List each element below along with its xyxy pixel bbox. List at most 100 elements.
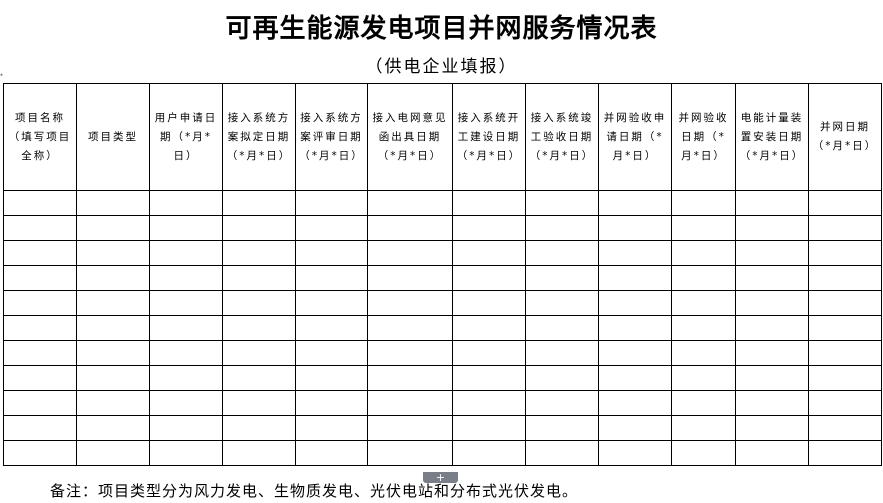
table-cell[interactable] — [367, 215, 453, 241]
table-cell[interactable] — [3, 340, 77, 366]
table-cell[interactable] — [367, 340, 453, 366]
table-cell[interactable] — [367, 390, 453, 416]
table-cell[interactable] — [598, 340, 672, 366]
table-cell[interactable] — [452, 390, 526, 416]
table-cell[interactable] — [671, 265, 736, 291]
table-cell[interactable] — [295, 240, 368, 266]
table-cell[interactable] — [149, 290, 223, 316]
table-cell[interactable] — [149, 390, 223, 416]
table-cell[interactable] — [76, 390, 150, 416]
table-cell[interactable] — [367, 415, 453, 441]
table-cell[interactable] — [76, 315, 150, 341]
table-cell[interactable] — [452, 315, 526, 341]
table-cell[interactable] — [3, 415, 77, 441]
table-cell[interactable] — [295, 265, 368, 291]
table-cell[interactable] — [735, 415, 809, 441]
table-cell[interactable] — [76, 290, 150, 316]
table-cell[interactable] — [671, 340, 736, 366]
table-cell[interactable] — [295, 215, 368, 241]
table-cell[interactable] — [671, 315, 736, 341]
table-cell[interactable] — [76, 365, 150, 391]
table-cell[interactable] — [735, 365, 809, 391]
table-cell[interactable] — [525, 365, 599, 391]
table-cell[interactable] — [598, 415, 672, 441]
table-cell[interactable] — [598, 390, 672, 416]
table-cell[interactable] — [3, 265, 77, 291]
table-cell[interactable] — [3, 240, 77, 266]
table-cell[interactable] — [295, 440, 368, 466]
table-cell[interactable] — [367, 365, 453, 391]
table-cell[interactable] — [735, 240, 809, 266]
table-cell[interactable] — [671, 415, 736, 441]
table-cell[interactable] — [222, 290, 296, 316]
table-cell[interactable] — [735, 215, 809, 241]
table-cell[interactable] — [76, 340, 150, 366]
table-cell[interactable] — [367, 290, 453, 316]
table-cell[interactable] — [735, 290, 809, 316]
table-cell[interactable] — [367, 240, 453, 266]
table-cell[interactable] — [525, 415, 599, 441]
table-cell[interactable] — [3, 365, 77, 391]
table-cell[interactable] — [525, 440, 599, 466]
table-cell[interactable] — [222, 340, 296, 366]
table-cell[interactable] — [525, 190, 599, 216]
table-cell[interactable] — [76, 415, 150, 441]
table-cell[interactable] — [222, 365, 296, 391]
table-cell[interactable] — [735, 315, 809, 341]
table-cell[interactable] — [671, 365, 736, 391]
table-cell[interactable] — [76, 240, 150, 266]
table-cell[interactable] — [808, 190, 882, 216]
table-cell[interactable] — [3, 390, 77, 416]
table-cell[interactable] — [295, 390, 368, 416]
table-cell[interactable] — [525, 290, 599, 316]
table-cell[interactable] — [367, 190, 453, 216]
table-cell[interactable] — [452, 440, 526, 466]
table-cell[interactable] — [808, 265, 882, 291]
table-cell[interactable] — [808, 390, 882, 416]
table-cell[interactable] — [671, 215, 736, 241]
table-cell[interactable] — [76, 215, 150, 241]
table-cell[interactable] — [149, 265, 223, 291]
table-cell[interactable] — [598, 290, 672, 316]
table-cell[interactable] — [222, 265, 296, 291]
table-cell[interactable] — [149, 240, 223, 266]
add-row-button[interactable]: + — [423, 472, 458, 483]
table-cell[interactable] — [149, 315, 223, 341]
table-cell[interactable] — [671, 290, 736, 316]
table-cell[interactable] — [808, 365, 882, 391]
table-cell[interactable] — [808, 415, 882, 441]
table-cell[interactable] — [671, 190, 736, 216]
table-cell[interactable] — [3, 215, 77, 241]
table-cell[interactable] — [671, 240, 736, 266]
table-cell[interactable] — [525, 240, 599, 266]
table-cell[interactable] — [598, 240, 672, 266]
table-cell[interactable] — [598, 315, 672, 341]
table-cell[interactable] — [452, 240, 526, 266]
table-cell[interactable] — [671, 440, 736, 466]
table-cell[interactable] — [525, 265, 599, 291]
table-cell[interactable] — [452, 415, 526, 441]
table-cell[interactable] — [735, 340, 809, 366]
table-cell[interactable] — [76, 440, 150, 466]
table-cell[interactable] — [3, 190, 77, 216]
table-cell[interactable] — [295, 315, 368, 341]
table-cell[interactable] — [3, 440, 77, 466]
table-cell[interactable] — [222, 240, 296, 266]
table-cell[interactable] — [3, 290, 77, 316]
table-cell[interactable] — [598, 265, 672, 291]
table-cell[interactable] — [222, 390, 296, 416]
table-cell[interactable] — [808, 240, 882, 266]
table-cell[interactable] — [671, 390, 736, 416]
table-cell[interactable] — [735, 390, 809, 416]
table-cell[interactable] — [525, 315, 599, 341]
table-cell[interactable] — [808, 340, 882, 366]
table-cell[interactable] — [222, 415, 296, 441]
table-cell[interactable] — [452, 365, 526, 391]
table-cell[interactable] — [598, 215, 672, 241]
table-cell[interactable] — [598, 190, 672, 216]
table-cell[interactable] — [3, 315, 77, 341]
table-cell[interactable] — [295, 190, 368, 216]
table-cell[interactable] — [149, 215, 223, 241]
table-cell[interactable] — [149, 365, 223, 391]
table-cell[interactable] — [452, 290, 526, 316]
